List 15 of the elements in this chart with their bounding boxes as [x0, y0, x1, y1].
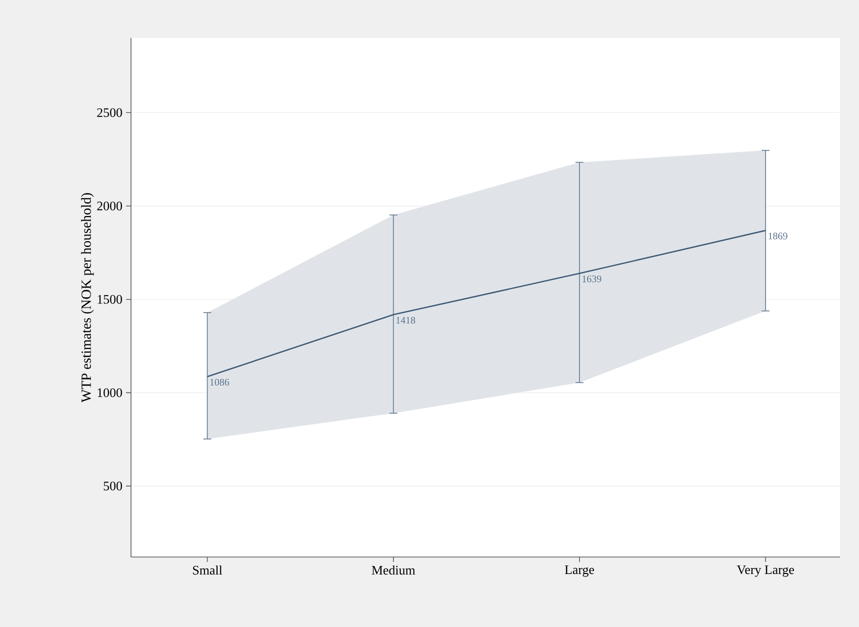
y-tick-label: 500: [104, 482, 122, 490]
x-tick-label: Small: [193, 565, 222, 575]
y-tick-label: 2500: [97, 108, 122, 118]
x-tick-label: Large: [564, 565, 594, 577]
data-label: 1418: [396, 316, 416, 324]
y-axis-title: WTP estimates (NOK per household): [81, 193, 94, 402]
data-label: 1639: [582, 276, 602, 282]
x-tick-label: Medium: [372, 565, 416, 575]
data-label: 1869: [768, 232, 788, 240]
y-tick-label: 1500: [98, 294, 122, 304]
y-tick-label: 1000: [98, 388, 122, 398]
y-tick-label: 2000: [97, 202, 122, 210]
x-tick-label: Very Large: [736, 565, 794, 577]
line-series: [206, 230, 766, 378]
data-label: 1086: [210, 378, 230, 386]
